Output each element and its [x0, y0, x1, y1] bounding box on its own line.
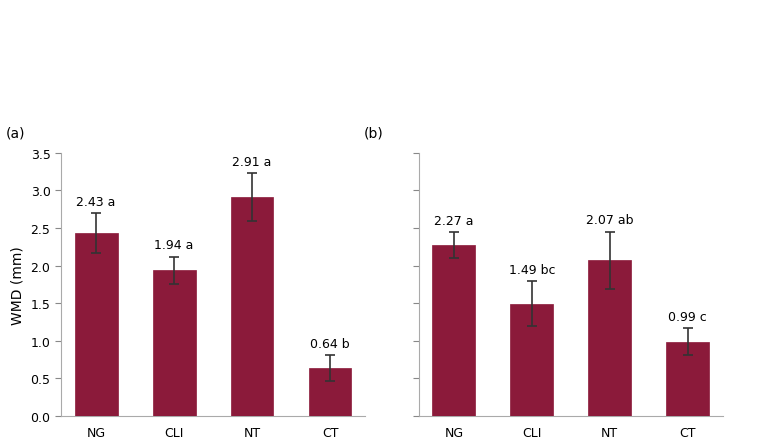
Bar — [75, 233, 118, 416]
Bar — [231, 198, 273, 416]
Bar — [666, 342, 709, 416]
Text: 1.49 bc: 1.49 bc — [508, 264, 555, 276]
Text: 2.27 a: 2.27 a — [434, 215, 473, 228]
Text: 2.91 a: 2.91 a — [232, 155, 272, 168]
Bar — [432, 246, 476, 416]
Text: (b): (b) — [364, 126, 384, 140]
Text: 0.99 c: 0.99 c — [668, 310, 707, 323]
Bar — [588, 261, 631, 416]
Text: 0.64 b: 0.64 b — [310, 337, 350, 350]
Text: 1.94 a: 1.94 a — [154, 239, 194, 252]
Bar — [308, 368, 352, 416]
Text: 2.43 a: 2.43 a — [76, 195, 116, 208]
Text: 2.07 ab: 2.07 ab — [586, 214, 633, 227]
Bar — [153, 270, 196, 416]
Text: (a): (a) — [6, 126, 26, 140]
Bar — [511, 304, 553, 416]
Y-axis label: WMD (mm): WMD (mm) — [11, 245, 25, 324]
